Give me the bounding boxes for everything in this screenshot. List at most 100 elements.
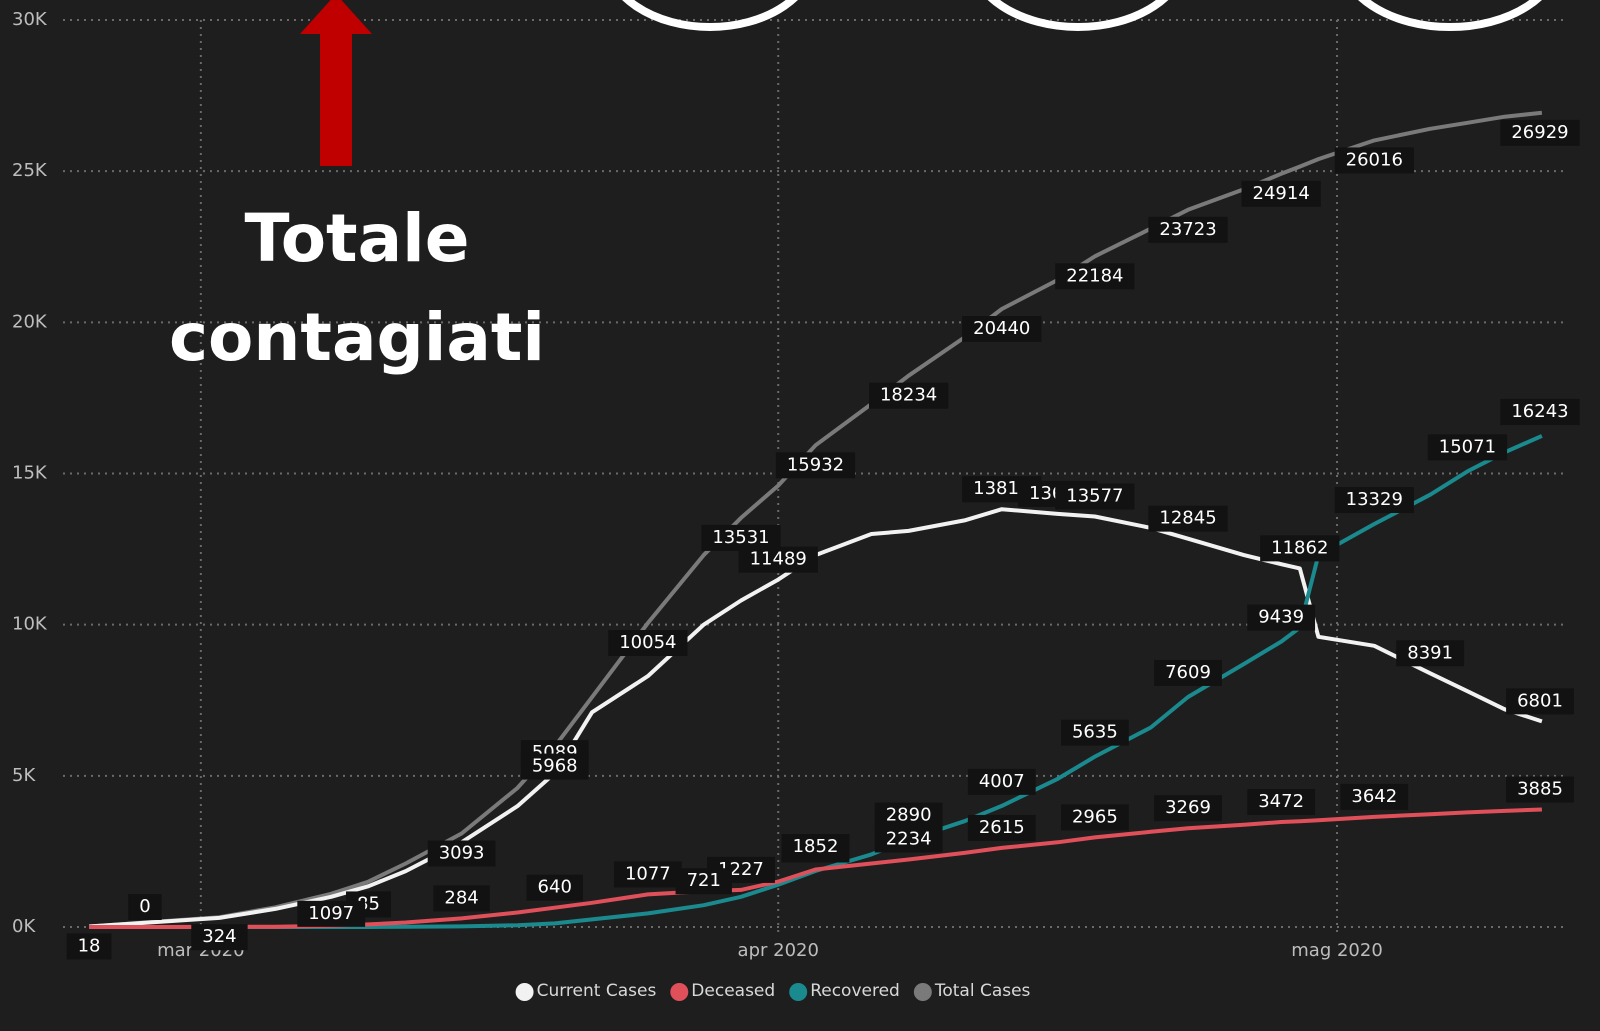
- data-label-text: 15932: [787, 454, 844, 475]
- y-tick-label: 15K: [12, 463, 48, 484]
- arrow-shaft: [320, 28, 352, 166]
- data-label-text: 5635: [1072, 722, 1118, 743]
- data-label-box: [1247, 604, 1316, 631]
- data-label-box: [526, 874, 583, 901]
- data-label-box: [191, 924, 248, 951]
- data-label-box: [66, 933, 112, 960]
- data-label: 640: [526, 874, 583, 901]
- data-label: 721: [675, 868, 732, 895]
- data-label: 3642: [1340, 783, 1409, 810]
- legend-marker: [913, 983, 932, 1001]
- legend-label: Current Cases: [537, 981, 657, 1001]
- data-label: 8391: [1396, 640, 1465, 667]
- data-label-box: [1060, 719, 1129, 746]
- data-label: 16243: [1500, 398, 1580, 425]
- data-label: 18234: [868, 382, 949, 409]
- data-label-text: 2615: [979, 817, 1025, 838]
- y-tick-label: 0K: [12, 916, 36, 937]
- data-label-box: [608, 630, 688, 657]
- data-label: 26929: [1500, 119, 1580, 146]
- y-tick-label: 25K: [12, 160, 48, 181]
- data-label-text: 2234: [886, 828, 932, 849]
- series-line: [89, 807, 1542, 929]
- data-label: 7609: [1154, 659, 1222, 686]
- y-tick-label: 30K: [12, 9, 48, 30]
- data-label: 20440: [962, 316, 1042, 343]
- data-label: 2234: [874, 826, 943, 853]
- data-label: 11489: [738, 546, 818, 573]
- data-label-text: 10054: [619, 632, 676, 653]
- data-label-box: [675, 868, 732, 895]
- data-label-text: 13577: [1066, 486, 1123, 507]
- data-label: 24914: [1241, 180, 1321, 207]
- data-label-box: [1506, 688, 1574, 715]
- data-label-text: 0: [139, 896, 150, 917]
- data-label-text: 2965: [1072, 806, 1118, 827]
- data-label-box: [1154, 795, 1222, 822]
- data-label-box: [427, 840, 496, 867]
- series-line: [89, 434, 1543, 929]
- data-label-box: [874, 802, 943, 829]
- data-label: 15932: [775, 452, 856, 479]
- data-label-box: [1340, 783, 1409, 810]
- data-label-text: 3885: [1517, 779, 1563, 800]
- data-label-text: 721: [687, 870, 721, 891]
- data-label-box: [1260, 535, 1340, 562]
- data-label-box: [868, 382, 949, 409]
- data-label: 3269: [1154, 795, 1222, 822]
- highlight-circle: [622, 0, 798, 31]
- data-label-text: 1852: [793, 836, 839, 857]
- data-label: 26016: [1334, 147, 1414, 174]
- data-label-box: [1396, 640, 1465, 667]
- data-label: 284: [433, 885, 490, 912]
- data-label-text: 13329: [1346, 489, 1403, 510]
- data-label: 13531: [701, 524, 781, 551]
- data-label-text: 3269: [1165, 797, 1211, 818]
- annotation: contagiati: [169, 299, 545, 376]
- data-label-box: [128, 894, 162, 920]
- data-label-box: [297, 900, 366, 927]
- data-label-text: 22184: [1066, 265, 1123, 286]
- data-label-text: 23723: [1159, 219, 1216, 240]
- y-tick-label: 10K: [12, 614, 48, 635]
- data-label-box: [433, 885, 490, 912]
- data-label-box: [962, 316, 1042, 343]
- data-label-box: [1247, 789, 1316, 816]
- data-label-text: 1077: [625, 863, 671, 884]
- data-label-text: 9439: [1258, 607, 1304, 628]
- data-label-text: 24914: [1253, 183, 1310, 204]
- data-label-box: [520, 753, 589, 780]
- data-label-text: 1097: [308, 903, 354, 924]
- data-label: 1077: [613, 861, 682, 888]
- arrow-head: [300, 0, 372, 34]
- data-label-text: 13531: [712, 527, 769, 548]
- data-label-text: 284: [444, 887, 478, 908]
- legend-marker: [515, 983, 534, 1001]
- data-label-box: [701, 524, 781, 551]
- data-label-text: 7609: [1165, 662, 1211, 683]
- data-label-text: 18234: [880, 385, 937, 406]
- data-label-text: 11862: [1271, 537, 1328, 558]
- data-label-text: 20440: [973, 318, 1030, 339]
- data-label-box: [1500, 119, 1580, 146]
- data-label-box: [1427, 434, 1508, 461]
- data-label-text: 4007: [979, 771, 1025, 792]
- data-label: 3472: [1247, 789, 1316, 816]
- data-label-box: [874, 826, 943, 853]
- data-label-box: [1334, 147, 1414, 174]
- data-label-box: [781, 834, 850, 861]
- highlight-circle: [987, 0, 1169, 31]
- data-label-box: [1148, 505, 1228, 532]
- data-label: 1852: [781, 834, 850, 861]
- data-label: 0: [128, 894, 162, 920]
- highlight-circle: [1358, 0, 1542, 31]
- data-label-box: [1148, 216, 1228, 243]
- legend-marker: [789, 983, 808, 1001]
- y-tick-label: 20K: [12, 311, 48, 332]
- data-label-box: [1055, 483, 1135, 510]
- legend-label: Deceased: [691, 981, 775, 1001]
- data-label: 324: [191, 924, 248, 951]
- data-label: 9439: [1247, 604, 1316, 631]
- data-label-text: 6801: [1517, 690, 1563, 711]
- data-label-box: [1241, 180, 1321, 207]
